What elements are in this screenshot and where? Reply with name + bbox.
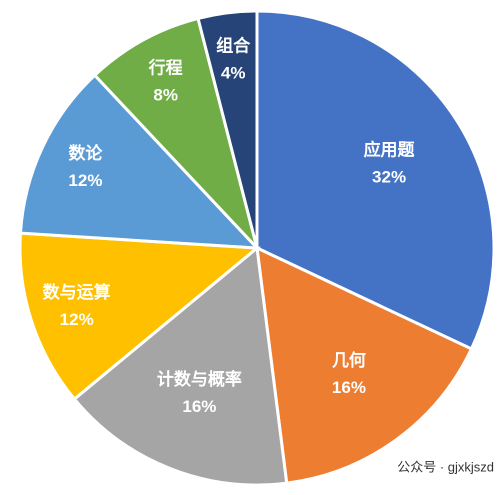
slice-value: 4% — [221, 63, 246, 82]
pie-slice — [18, 73, 261, 250]
slice-label: 数论 — [68, 143, 103, 163]
slice-label: 应用题 — [364, 140, 416, 160]
slice-label: 行程 — [148, 57, 183, 77]
pie-slice — [255, 245, 474, 485]
slice-label: 几何 — [332, 350, 366, 370]
slice-value: 12% — [60, 310, 94, 329]
slice-label: 计数与概率 — [157, 369, 242, 389]
pie-slice — [18, 231, 261, 402]
slice-value: 12% — [68, 171, 102, 190]
slice-label: 组合 — [216, 35, 251, 55]
slice-value: 8% — [153, 85, 178, 104]
slice-value: 16% — [182, 397, 216, 416]
pie-slice — [92, 16, 259, 250]
slice-value: 16% — [332, 378, 366, 397]
pie-slice — [72, 245, 289, 487]
slice-value: 32% — [372, 168, 406, 187]
slice-label: 数与运算 — [43, 282, 111, 302]
pie-slice — [255, 9, 496, 351]
watermark: 公众号 · gjxkjszd — [397, 459, 494, 474]
pie-slice — [196, 9, 259, 249]
